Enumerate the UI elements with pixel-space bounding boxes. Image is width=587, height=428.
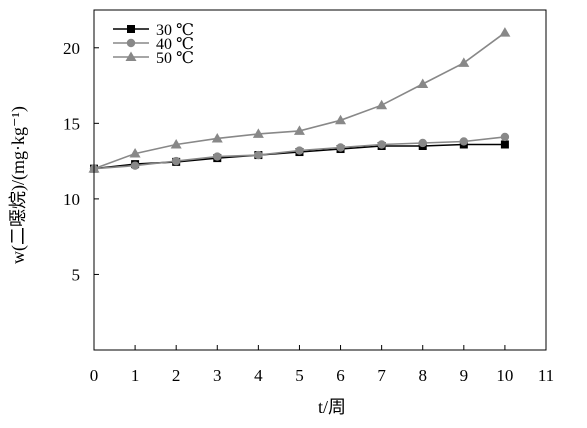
series-layer (88, 27, 511, 173)
x-tick-label: 5 (295, 366, 304, 385)
data-point (335, 114, 347, 125)
data-point (254, 150, 263, 160)
x-tick-label: 0 (90, 366, 99, 385)
y-tick-label: 15 (63, 114, 80, 133)
legend-marker (126, 38, 136, 48)
legend-label: 50 ℃ (156, 50, 194, 67)
data-point (459, 137, 469, 146)
legend-item-3: 50 ℃ (113, 50, 194, 67)
legend-marker (125, 51, 137, 61)
legend-marker (127, 25, 135, 33)
data-point (295, 146, 304, 155)
data-point (130, 161, 140, 170)
y-axis-label: w(二噁烷)/(mg·kg⁻¹) (8, 106, 29, 264)
x-axis-label: t/周 (318, 397, 346, 417)
data-point (213, 152, 222, 161)
data-point (458, 57, 470, 67)
plot-frame (93, 9, 547, 351)
data-point (377, 140, 386, 149)
series-2 (89, 132, 510, 173)
legend-item-1: 30 ℃ (113, 22, 194, 39)
data-point (129, 148, 141, 158)
data-point (171, 156, 181, 166)
x-tick-label: 4 (254, 366, 263, 385)
y-tick-label: 5 (72, 265, 81, 284)
x-tick-label: 10 (496, 366, 513, 385)
x-tick-label: 6 (336, 366, 345, 385)
data-point (417, 78, 429, 89)
x-tick-label: 9 (460, 366, 469, 385)
data-point (336, 143, 345, 152)
x-tick-label: 11 (538, 366, 554, 385)
x-tick-label: 1 (131, 366, 140, 385)
data-point (170, 138, 182, 149)
y-tick-label: 10 (63, 190, 80, 209)
data-point (293, 125, 305, 135)
series-1 (90, 140, 509, 173)
data-point (500, 140, 509, 149)
legend: 30 ℃40 ℃50 ℃ (113, 22, 194, 67)
x-tick-label: 7 (377, 366, 386, 385)
tick-labels: 0 1 2 3 4 5 6 7 8 9 10 11 5 10 15 20 (63, 39, 554, 385)
data-point (500, 132, 510, 142)
x-tick-label: 2 (172, 366, 181, 385)
data-point (376, 99, 388, 110)
x-tick-label: 3 (213, 366, 222, 385)
legend-item-2: 40 ℃ (113, 36, 194, 53)
series-3 (88, 27, 511, 173)
data-point (499, 27, 511, 37)
legend-label: 40 ℃ (156, 36, 194, 53)
data-point (418, 138, 427, 148)
y-tick-label: 20 (63, 39, 80, 58)
data-point (211, 132, 223, 143)
legend-label: 30 ℃ (156, 22, 194, 39)
data-point (252, 128, 264, 138)
x-tick-label: 8 (418, 366, 427, 385)
axes-layer (93, 9, 547, 351)
